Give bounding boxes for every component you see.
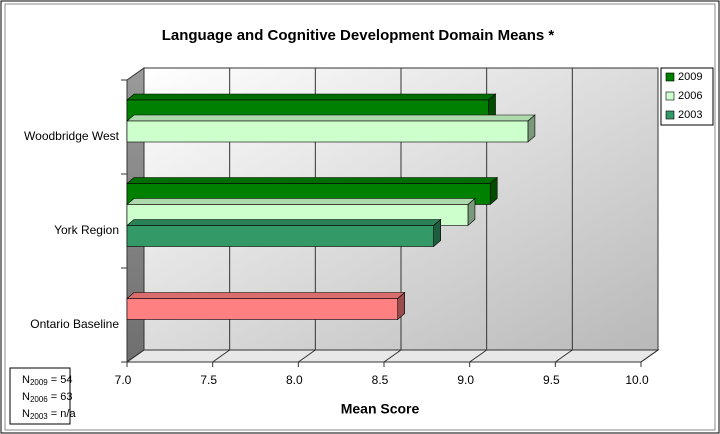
note: N2006 = 63	[22, 391, 73, 404]
note-part: = n/a	[48, 408, 77, 420]
legend-swatch	[665, 110, 675, 120]
bar-top	[126, 292, 406, 299]
floor-grid-line	[555, 349, 573, 363]
note-part: = 54	[48, 374, 73, 386]
x-tick-label: 10.0	[625, 373, 649, 387]
floor-grid-line	[383, 349, 402, 363]
floor-grid-line	[126, 349, 145, 363]
note-part: 2003	[30, 412, 48, 421]
note-part: N	[22, 374, 30, 386]
bar-top	[126, 93, 497, 101]
y-tick-label: York Region	[54, 223, 119, 237]
note: N2009 = 54	[22, 374, 73, 387]
notes-box	[9, 367, 71, 425]
bar	[126, 225, 434, 247]
x-tick-label: 7.0	[115, 373, 132, 387]
x-tick-label: 8.0	[286, 373, 303, 387]
note-part: N	[22, 391, 30, 403]
floor-grid-line	[212, 349, 230, 363]
x-axis-title: Mean Score	[341, 401, 420, 417]
x-tick-label: 7.5	[200, 373, 217, 387]
floor-grid-line	[469, 349, 487, 363]
note-part: 2009	[30, 378, 48, 387]
chart-title: Language and Cognitive Development Domai…	[162, 27, 555, 44]
note: N2003 = n/a	[22, 408, 76, 421]
floor-grid-line	[640, 349, 659, 363]
bar	[126, 298, 399, 320]
y-tick-label: Woodbridge West	[24, 129, 120, 143]
legend-swatch	[665, 72, 675, 82]
note-part: = 63	[48, 391, 73, 403]
bar-top	[126, 198, 476, 205]
legend-label: 2009	[678, 71, 702, 83]
note-part: 2006	[30, 395, 48, 404]
floor-grid-line	[298, 349, 316, 363]
bar-top	[126, 219, 442, 226]
x-tick-label: 9.5	[543, 373, 560, 387]
bar-top	[126, 114, 536, 122]
note-part: N	[22, 408, 30, 420]
bar	[126, 120, 529, 143]
y-tick-label: Ontario Baseline	[30, 317, 119, 331]
bar-top	[126, 177, 499, 184]
legend-label: 2003	[678, 109, 702, 121]
legend-label: 2006	[678, 90, 702, 102]
x-tick-label: 9.0	[457, 373, 474, 387]
x-tick-label: 8.5	[372, 373, 389, 387]
legend-swatch	[665, 91, 675, 101]
